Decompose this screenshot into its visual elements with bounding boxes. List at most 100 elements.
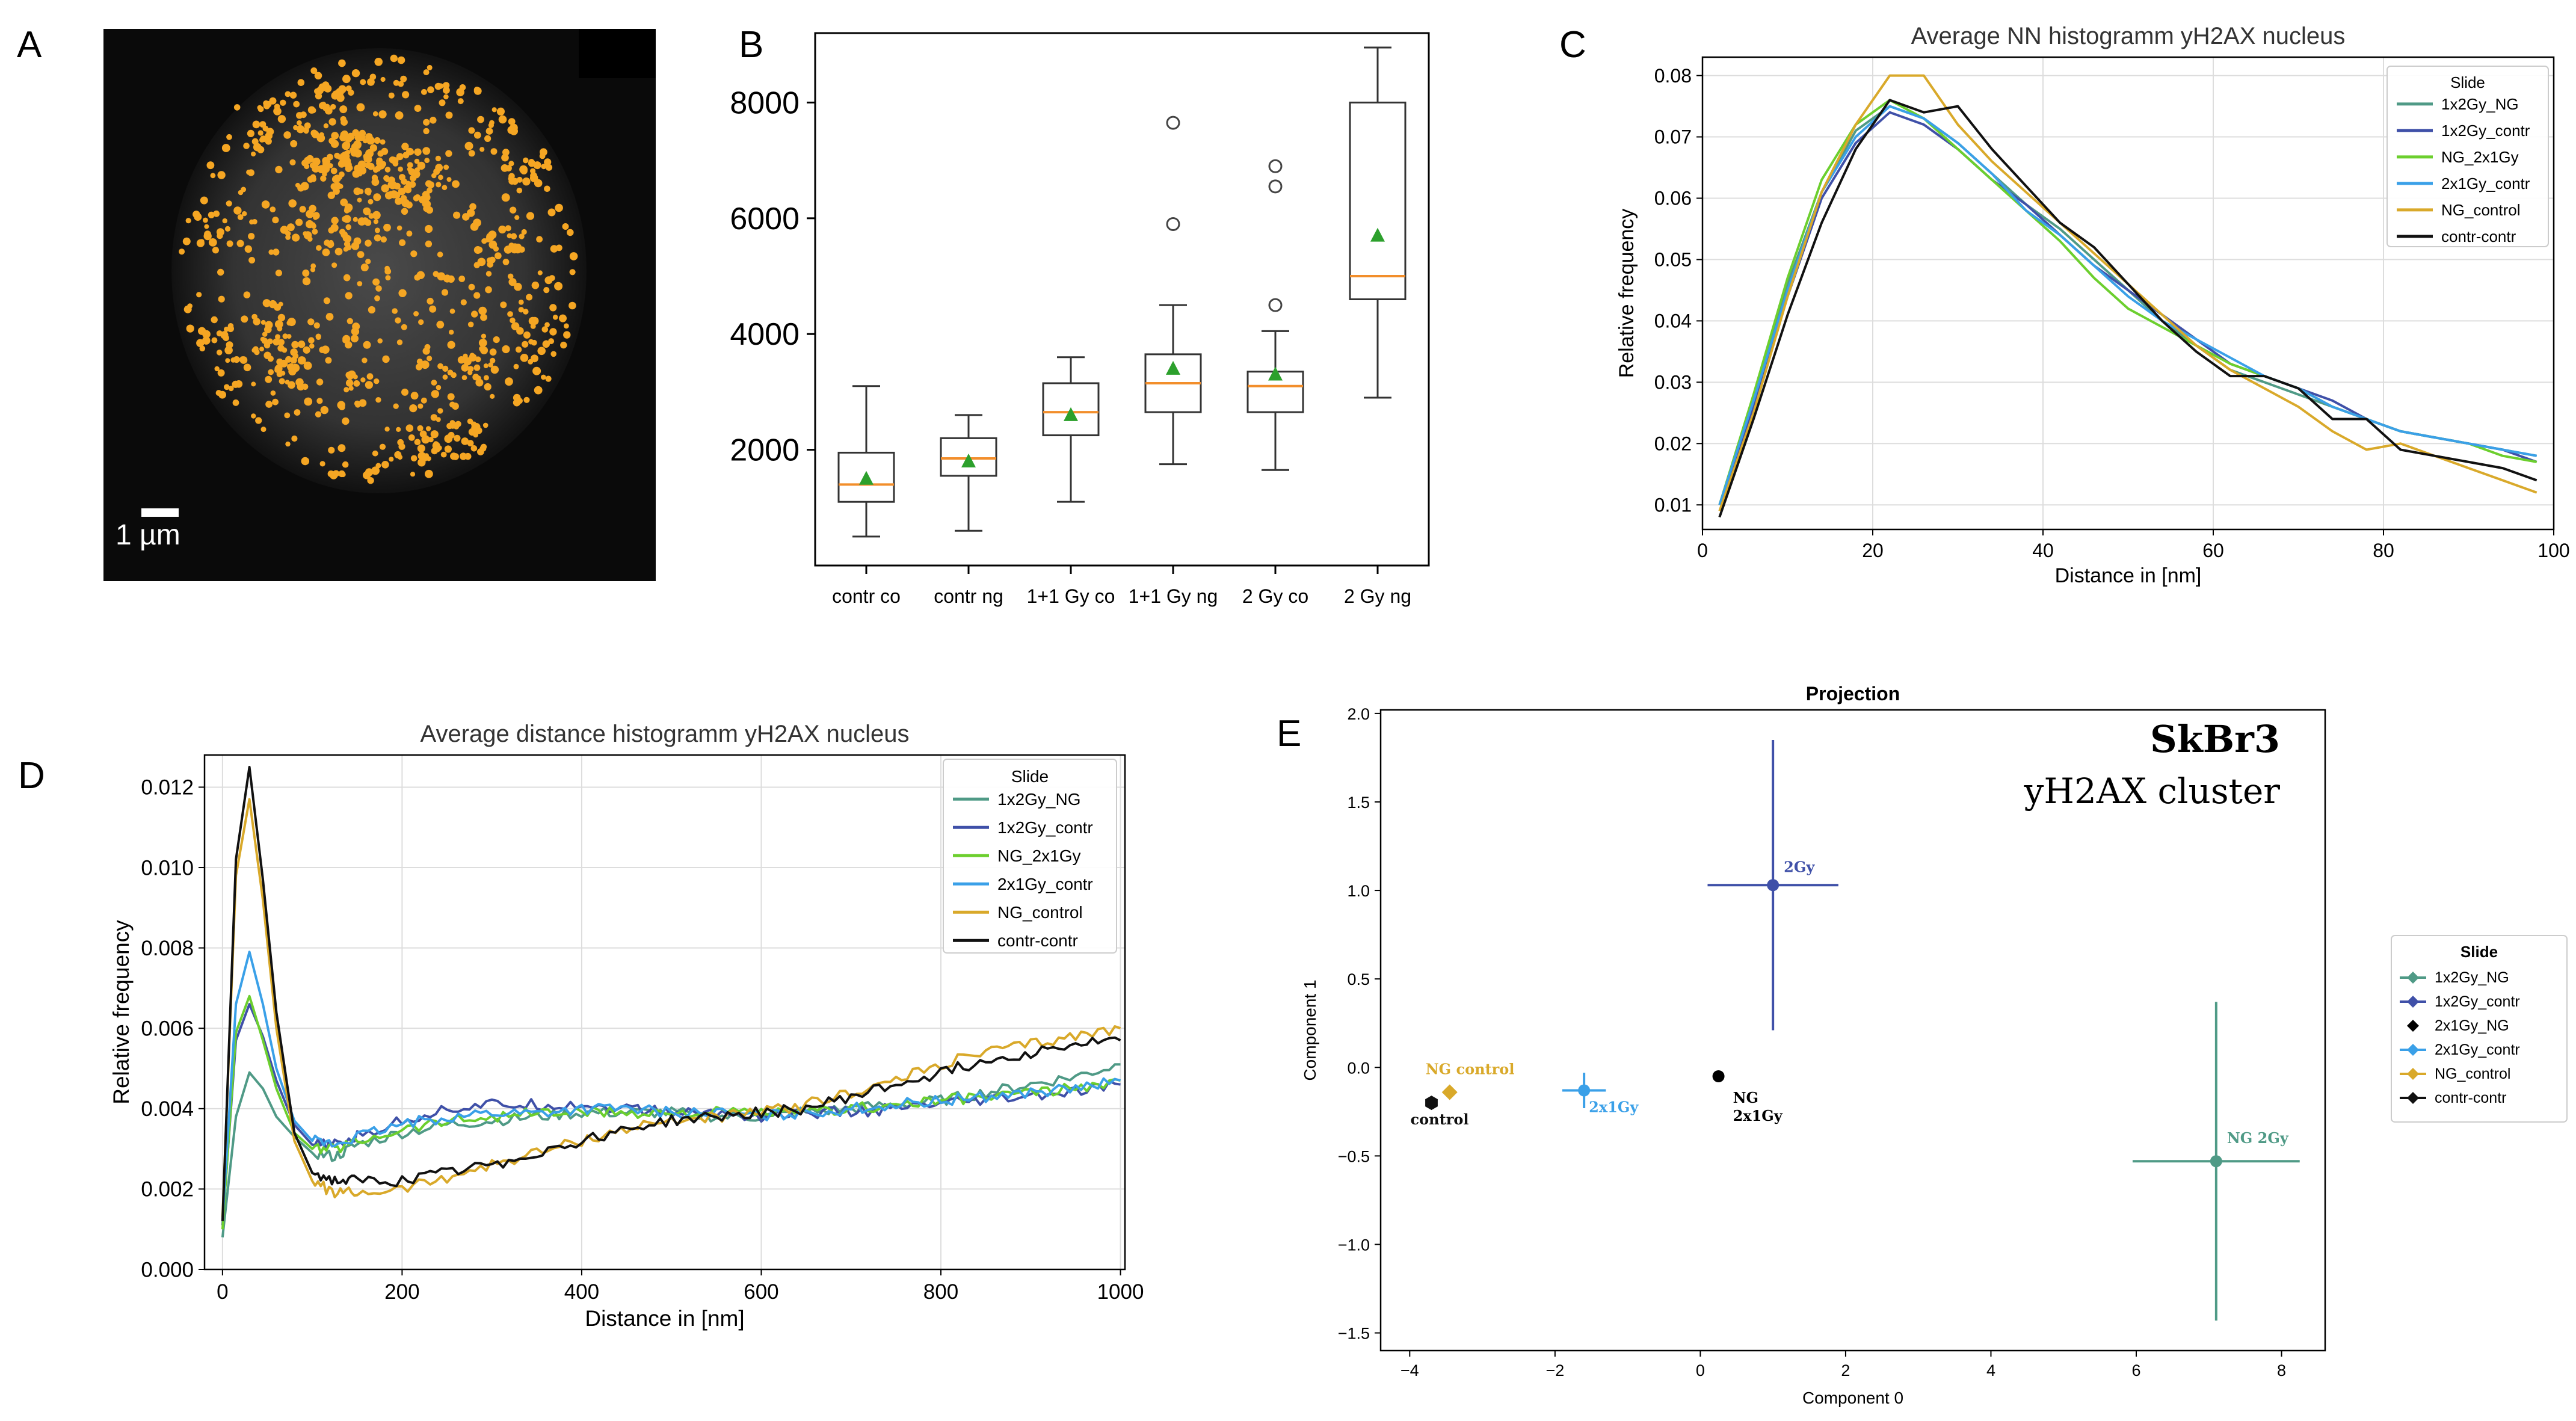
cluster-dot: [508, 177, 516, 185]
cluster-dot: [477, 116, 484, 123]
cluster-dot: [251, 381, 256, 387]
cluster-dot: [549, 304, 557, 312]
cluster-dot: [216, 350, 223, 356]
cluster-dot: [359, 129, 366, 137]
cluster-dot: [208, 211, 215, 218]
cluster-dot: [199, 345, 206, 352]
y-axis-label: Relative frequency: [109, 920, 134, 1105]
cluster-dot: [559, 314, 567, 322]
cluster-dot: [479, 345, 485, 352]
outlier: [1268, 298, 1283, 312]
cluster-dot: [507, 233, 512, 239]
cluster-dot: [390, 54, 398, 63]
legend-label: 2x1Gy_contr: [997, 875, 1093, 893]
cluster-dot: [449, 420, 455, 425]
panel-b-boxplot: 2000 4000 6000 8000 contr co contr ng 1+1 Gy c…: [730, 32, 1430, 607]
cluster-dot: [277, 313, 286, 322]
x-tick-label: 800: [923, 1280, 958, 1304]
cluster-dot: [286, 320, 292, 326]
cluster-dot: [368, 199, 374, 205]
cluster-dot: [396, 339, 403, 345]
x-tick-label: 2 Gy ng: [1344, 585, 1411, 607]
cluster-dot: [342, 417, 350, 425]
cluster-dot: [293, 100, 300, 108]
cluster-dot: [374, 378, 380, 384]
cluster-dot: [272, 398, 279, 405]
cluster-dot: [461, 437, 469, 445]
cluster-dot: [507, 273, 514, 280]
cluster-dot: [275, 165, 283, 174]
cluster-dot: [383, 223, 391, 232]
cluster-dot: [401, 324, 407, 330]
cluster-dot: [206, 161, 215, 170]
x-tick-label: contr co: [832, 585, 901, 607]
cluster-dot: [425, 426, 431, 431]
cluster-dot: [385, 275, 391, 281]
cluster-dot: [268, 300, 277, 309]
cluster-dot: [285, 91, 291, 97]
cluster-dot: [259, 347, 264, 352]
cluster-dot: [488, 240, 498, 249]
y-tick-label: −1.5: [1338, 1325, 1370, 1343]
cluster-dot: [331, 132, 339, 140]
legend-label: contr-contr: [2441, 227, 2516, 245]
cluster-dot: [345, 371, 353, 379]
cluster-dot: [241, 315, 248, 323]
cluster-dot: [289, 159, 296, 165]
legend-title: Slide: [1011, 767, 1049, 786]
cluster-dot: [447, 369, 454, 375]
cluster-dot: [342, 157, 351, 165]
cluster-dot: [463, 353, 468, 359]
data-point: [1578, 1084, 1591, 1097]
cluster-dot: [217, 268, 224, 276]
cluster-dot: [339, 229, 346, 235]
y-tick-label: 2.0: [1347, 705, 1370, 723]
plot-frame: [1379, 709, 2326, 1352]
cluster-dot: [496, 107, 505, 116]
series-line: [221, 994, 1121, 1230]
cluster-dot: [221, 144, 230, 152]
cluster-dot: [569, 269, 576, 276]
cluster-dot: [409, 180, 416, 188]
cluster-dot: [483, 363, 488, 369]
cluster-dot: [314, 72, 322, 80]
cluster-dot: [401, 388, 408, 396]
cluster-dot: [325, 313, 334, 321]
cluster-dot: [265, 375, 273, 383]
cluster-dot: [304, 164, 310, 170]
y-tick-label: 2000: [730, 433, 800, 468]
cluster-dot: [515, 346, 522, 353]
legend-label: 2x1Gy_NG: [2435, 1017, 2509, 1034]
cluster-dot: [233, 206, 242, 215]
cluster-dot: [442, 82, 450, 89]
cluster-dot: [528, 316, 537, 325]
cluster-dot: [467, 418, 473, 425]
cluster-dot: [303, 362, 312, 370]
cluster-dot: [365, 468, 374, 476]
cluster-dot: [334, 247, 343, 256]
cluster-dot: [442, 365, 449, 372]
cluster-dot: [347, 318, 353, 324]
x-tick-label: 400: [564, 1280, 599, 1304]
legend-label: 1x2Gy_NG: [2441, 95, 2519, 113]
y-tick-label: 0.08: [1654, 65, 1692, 87]
chart-title: Average NN histogramm yH2AX nucleus: [1911, 23, 2346, 49]
cluster-dot: [399, 239, 406, 246]
cluster-dot: [291, 435, 298, 442]
panel-letter-c: C: [1559, 24, 1586, 66]
annotation-title: SkBr3: [2150, 717, 2280, 761]
cluster-dot: [410, 455, 418, 462]
cluster-dot: [425, 469, 433, 478]
legend-box: [943, 759, 1117, 954]
cluster-dot: [522, 341, 529, 348]
cluster-dot: [547, 208, 556, 217]
x-tick-label: 1000: [1097, 1280, 1144, 1304]
cluster-dot: [273, 338, 280, 346]
cluster-dot: [545, 159, 550, 164]
cluster-dot: [312, 164, 320, 173]
cluster-dot: [345, 341, 353, 349]
cluster-dot: [545, 164, 553, 171]
cluster-dot: [265, 132, 273, 140]
cluster-dot: [232, 399, 239, 406]
